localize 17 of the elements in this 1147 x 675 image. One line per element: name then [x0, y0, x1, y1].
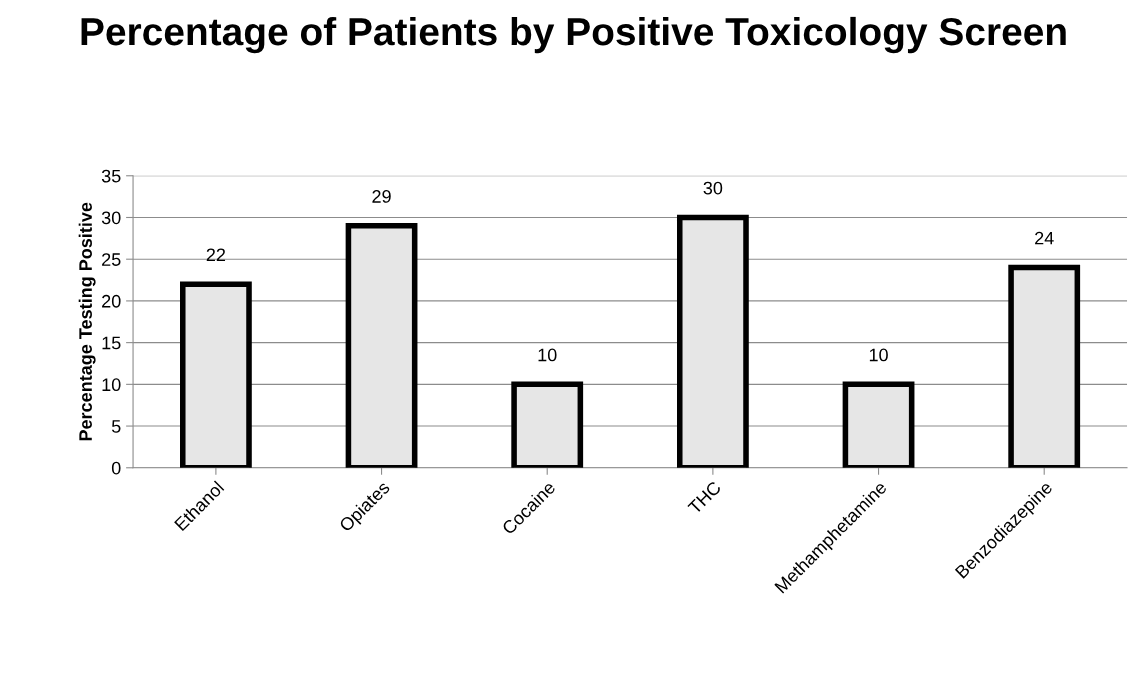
y-tick-label: 10	[102, 378, 121, 392]
y-tick-label: 0	[111, 461, 121, 475]
data-label: 24	[1035, 231, 1054, 245]
data-label: 29	[372, 190, 391, 203]
y-tick-label: 30	[101, 211, 121, 225]
y-axis-title: Percentage Testing Positive	[78, 202, 96, 441]
data-label: 22	[206, 248, 226, 262]
chart-title: Percentage of Patients by Positive Toxicology Screen	[81, 16, 1066, 54]
y-tick-label: 15	[102, 336, 121, 350]
data-label: 10	[869, 348, 888, 362]
y-tick-label: 25	[102, 253, 121, 266]
y-tick-label: 20	[102, 294, 121, 308]
data-label: 10	[538, 348, 557, 362]
y-tick-label: 5	[111, 420, 121, 433]
x-tick-label: THC	[687, 480, 722, 515]
data-label: 30	[703, 181, 723, 195]
y-tick-label: 35	[101, 169, 121, 183]
